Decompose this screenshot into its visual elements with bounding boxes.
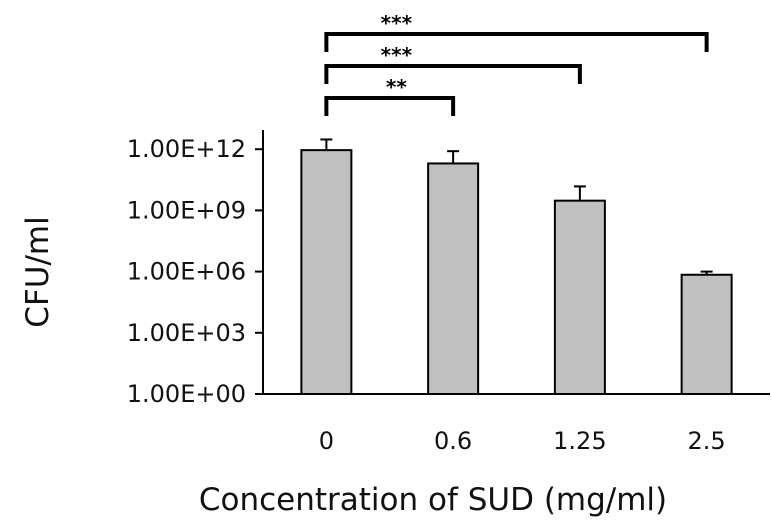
y-tick-label: 1.00E+03 [127, 319, 246, 347]
x-tick-label: 2.5 [688, 427, 726, 455]
x-axis-title: Concentration of SUD (mg/ml) [199, 482, 667, 518]
bar [300, 149, 353, 395]
significance-label: *** [381, 11, 413, 35]
bar [680, 273, 733, 396]
bar [427, 162, 480, 395]
x-tick-label: 0.6 [434, 427, 472, 455]
significance-brackets: ******** [324, 11, 709, 116]
significance-label: ** [386, 75, 407, 99]
significance-label: *** [381, 43, 413, 67]
significance-bracket [324, 64, 582, 84]
significance-bracket [324, 96, 456, 116]
y-axis-title: CFU/ml [20, 216, 56, 327]
significance-bracket [324, 32, 709, 52]
y-tick-label: 1.00E+00 [127, 380, 246, 408]
axes: 1.00E+00 1.00E+03 1.00E+06 1.00E+09 1.00E+12 [127, 130, 770, 408]
y-tick-label: 1.00E+12 [127, 135, 246, 163]
bars: 0 0.6 1.25 2.5 [300, 138, 733, 455]
y-tick-label: 1.00E+06 [127, 258, 246, 286]
x-tick-label: 0 [319, 427, 334, 455]
y-tick-label: 1.00E+09 [127, 196, 246, 224]
x-tick-label: 1.25 [553, 427, 606, 455]
bar [553, 199, 606, 395]
